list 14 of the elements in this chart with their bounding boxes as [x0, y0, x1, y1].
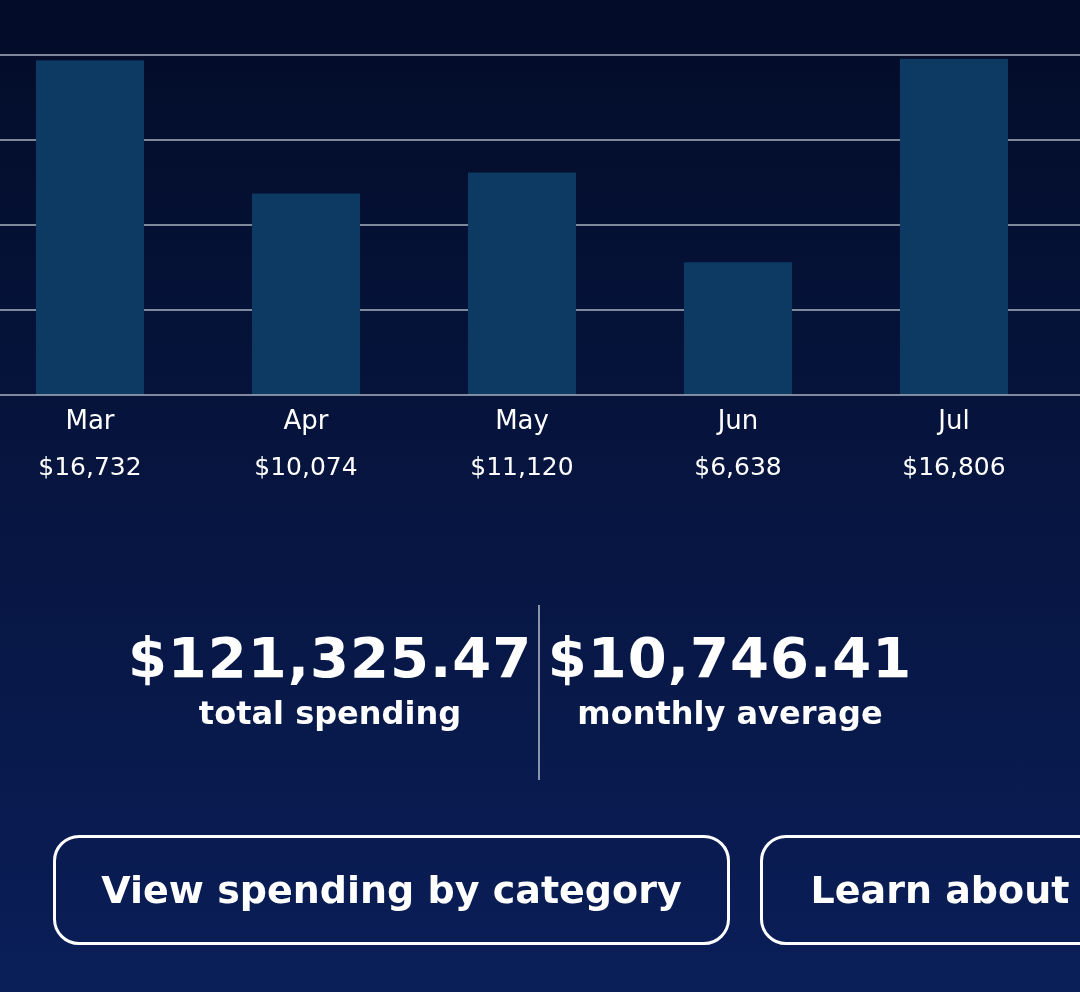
data-label: $6,638	[694, 452, 782, 481]
text: $121,325.47	[127, 625, 533, 690]
data-label: $11,120	[470, 452, 574, 481]
x-tick-label: Apr	[283, 405, 329, 436]
x-tick-label: Jul	[936, 405, 970, 436]
data-label: $16,806	[902, 452, 1006, 481]
text: monthly average	[576, 694, 884, 732]
data-label: $10,074	[254, 452, 358, 481]
text: total spending	[198, 694, 462, 732]
x-tick-label: Mar	[65, 405, 115, 436]
data-label: $16,732	[38, 452, 142, 481]
x-tick-label: Jun	[715, 405, 759, 436]
text: $10,746.41	[547, 625, 913, 690]
x-tick-label: May	[495, 405, 549, 436]
